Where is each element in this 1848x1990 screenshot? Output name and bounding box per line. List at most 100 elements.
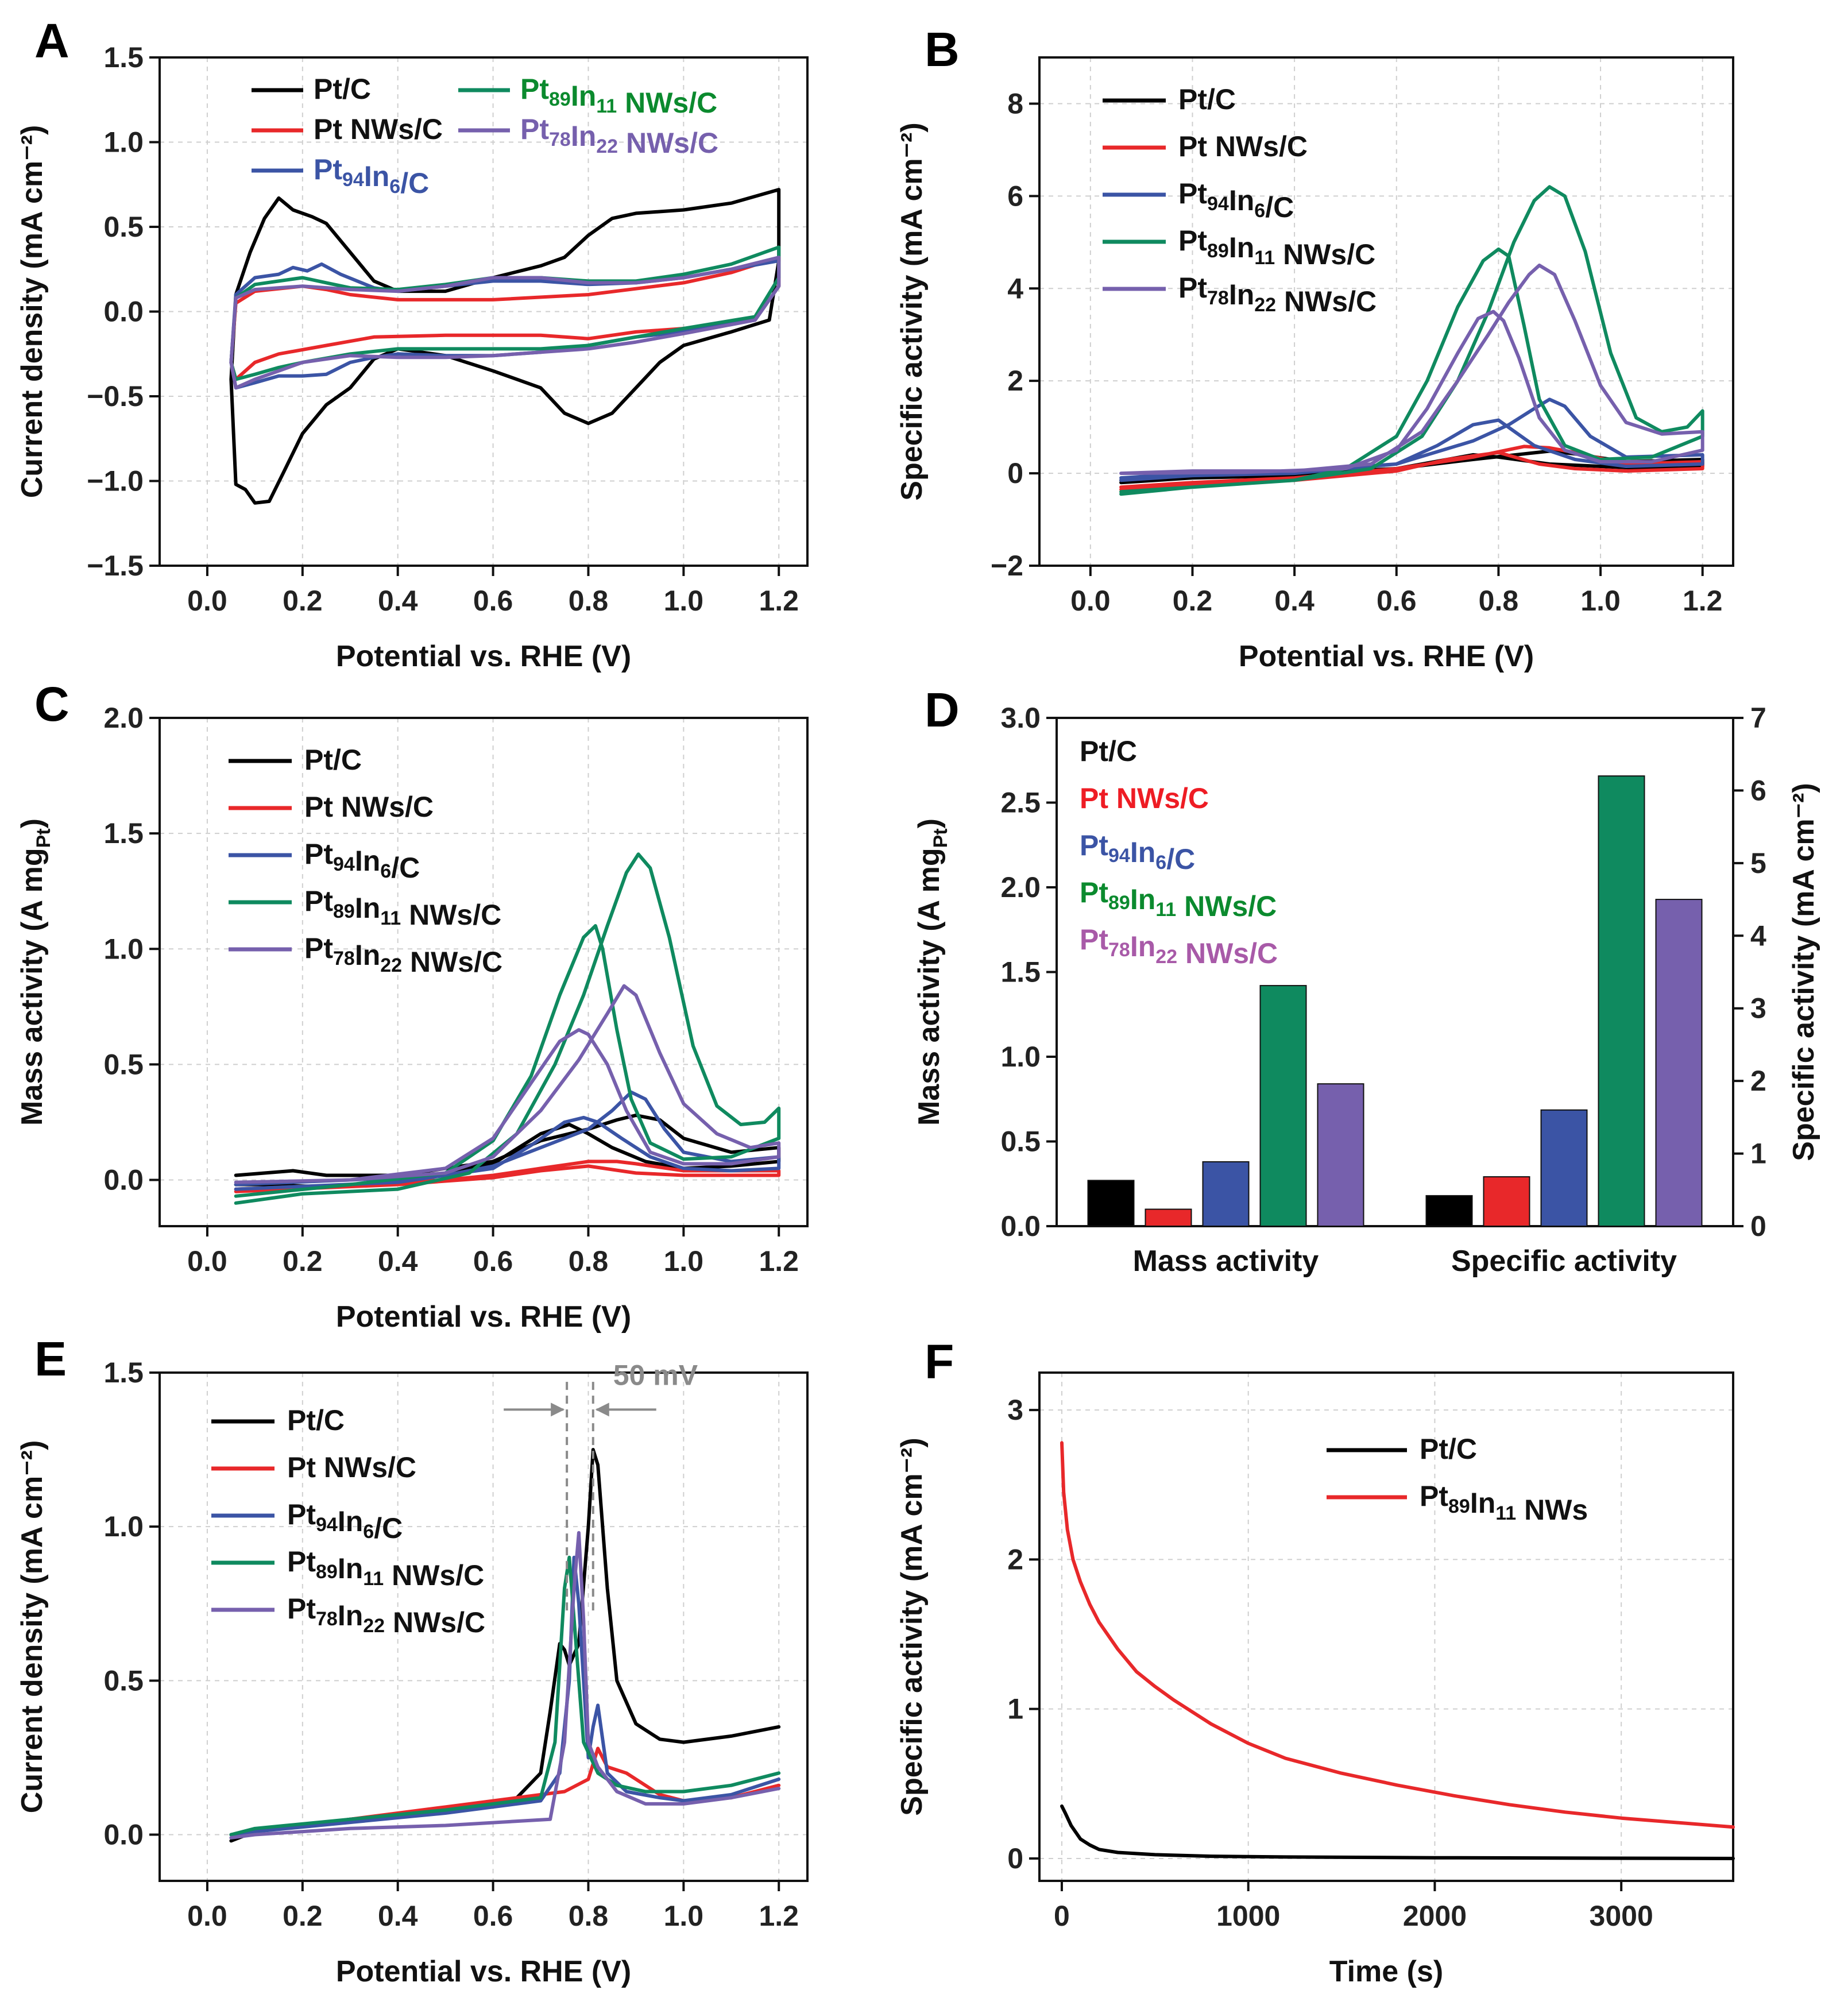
x-tick-label: 0.0 (187, 585, 227, 617)
y-tick-label: 0.5 (103, 1664, 144, 1697)
x-axis-label: Time (s) (1329, 1955, 1443, 1988)
x-tick-label: 1.0 (1580, 585, 1621, 617)
x-axis-label: Potential vs. RHE (V) (1239, 640, 1534, 673)
y-tick-label-right: 7 (1750, 702, 1766, 734)
y-tick-label: 1 (1007, 1693, 1023, 1725)
series-line (229, 1531, 781, 1840)
panel-letter: E (34, 1332, 67, 1386)
legend-label: Pt/C (314, 73, 371, 105)
y-tick-label: 2 (1007, 365, 1023, 397)
arrow-right-head (595, 1402, 609, 1417)
y-tick-label-right: 0 (1750, 1210, 1766, 1242)
bar (1540, 1109, 1588, 1227)
y-tick-label: 0 (1007, 1842, 1023, 1875)
legend-label: Pt94In6/C (304, 838, 420, 884)
x-tick-label: 1.0 (664, 1245, 704, 1277)
series-line (1119, 397, 1704, 482)
y-tick-label-right: 3 (1750, 992, 1766, 1025)
x-tick-label: 0.2 (283, 1245, 323, 1277)
panel-f: F 0 1000 2000 3000 0 1 2 3 Time (s) Specific activ… (895, 1335, 1735, 1988)
y-tick-label-right: 1 (1750, 1138, 1766, 1170)
legend-label: Pt78In22 NWs/C (1080, 923, 1278, 969)
legend-label: Pt89In11 NWs/C (287, 1545, 484, 1591)
y-axis-label-right: Specific activity (mA cm⁻²) (1787, 783, 1820, 1161)
series-line (229, 256, 781, 390)
panel-e: E 0.0 0.2 0.4 0.6 0.8 1.0 1.2 0.0 0.5 1.0 1.5 Potent… (16, 1332, 809, 1988)
y-tick-label: 1.0 (103, 126, 144, 159)
legend-label: Pt94In6/C (1080, 829, 1195, 875)
x-tick-label: 0.8 (569, 1900, 609, 1932)
legend-label: Pt NWs/C (287, 1451, 416, 1483)
legend-label: Pt89In11 NWs/C (520, 73, 717, 119)
annotation-label: 50 mV (613, 1359, 698, 1391)
x-tick-label: 1.2 (759, 1245, 799, 1277)
legend-label: Pt/C (1080, 735, 1137, 767)
y-tick-label: −1.0 (87, 465, 144, 497)
x-tick-label: 2000 (1403, 1900, 1467, 1932)
x-tick-label: 0.0 (187, 1900, 227, 1932)
legend-label: Pt NWs/C (1080, 782, 1209, 814)
panel-d: D 0.0 0.5 1.0 1.5 2.0 2.5 3.0 0 1 2 3 4 5 6 7 Mass activ… (913, 683, 1820, 1278)
x-tick-label: 0.4 (378, 1245, 418, 1277)
panel-letter: B (925, 22, 960, 76)
y-tick-label: −1.5 (87, 550, 144, 582)
bar (1598, 775, 1645, 1227)
legend-label: Pt/C (304, 744, 362, 776)
x-tick-label: 0.4 (378, 1900, 418, 1932)
y-tick-label-right: 4 (1750, 919, 1766, 952)
plot-frame (1038, 56, 1734, 567)
y-tick-label: 1.5 (103, 41, 144, 74)
legend-label: Pt NWs/C (304, 791, 434, 823)
y-tick-label: 4 (1007, 272, 1023, 304)
legend-label: Pt94In6/C (1178, 177, 1294, 223)
bar (1425, 1195, 1473, 1227)
panel-b: B 0.0 0.2 0.4 0.6 0.8 1.0 1.2 −2 0 2 4 6 8 Potential v… (895, 22, 1734, 673)
legend-label: Pt/C (1178, 83, 1236, 115)
category-label: Specific activity (1451, 1245, 1677, 1278)
y-tick-label: 0.5 (103, 211, 144, 243)
series-line (1119, 185, 1704, 496)
x-tick-label: 0.6 (473, 1245, 513, 1277)
y-tick-label: 0.5 (1000, 1126, 1041, 1158)
legend-label: Pt/C (1420, 1433, 1477, 1465)
bar (1202, 1161, 1250, 1227)
series-line (1060, 1441, 1735, 1829)
y-tick-label: 2.5 (1000, 787, 1041, 819)
x-tick-label: 1000 (1216, 1900, 1280, 1932)
plot-frame (158, 717, 809, 1227)
x-tick-label: 0 (1054, 1900, 1070, 1932)
plot-frame (158, 1371, 809, 1882)
x-axis-label: Potential vs. RHE (V) (336, 640, 631, 673)
x-tick-label: 0.8 (569, 585, 609, 617)
x-tick-label: 3000 (1590, 1900, 1653, 1932)
bar (1483, 1176, 1530, 1227)
x-tick-label: 0.2 (283, 1900, 323, 1932)
panel-letter: A (34, 14, 69, 68)
panel-a: A 0.0 0.2 0.4 0.6 0.8 1.0 1.2 −1.5 −1.0 −0.5 0.0 0.5… (16, 14, 809, 673)
x-tick-label: 0.2 (283, 585, 323, 617)
y-tick-label: 2.0 (1000, 871, 1041, 903)
series-line (229, 1555, 781, 1837)
series-line (1060, 1804, 1735, 1860)
y-tick-label: 3.0 (1000, 702, 1041, 734)
x-tick-label: 0.6 (1377, 585, 1417, 617)
x-tick-label: 0.4 (378, 585, 418, 617)
x-tick-label: 1.2 (759, 585, 799, 617)
x-axis-label: Potential vs. RHE (V) (336, 1955, 631, 1988)
y-tick-label: 0.0 (103, 1164, 144, 1196)
y-tick-label: −2 (991, 550, 1023, 582)
series-line (234, 984, 781, 1184)
panel-c: C 0.0 0.2 0.4 0.6 0.8 1.0 1.2 0.0 0.5 1.0 1.5 2.0 Pot… (16, 677, 809, 1334)
legend-label: Pt89In11 NWs/C (304, 885, 501, 931)
series-line (1119, 264, 1704, 476)
x-tick-label: 0.6 (473, 585, 513, 617)
y-axis-label: Specific activity (mA cm⁻²) (895, 1438, 929, 1815)
x-tick-label: 1.2 (759, 1900, 799, 1932)
x-tick-label: 1.0 (664, 585, 704, 617)
plot-frame (1038, 1371, 1734, 1882)
y-tick-label: 0.0 (1000, 1210, 1041, 1242)
y-tick-label: 8 (1007, 87, 1023, 119)
y-axis-label: Specific activity (mA cm⁻²) (895, 122, 929, 500)
legend-label: Pt89In11 NWs/C (1080, 876, 1277, 922)
